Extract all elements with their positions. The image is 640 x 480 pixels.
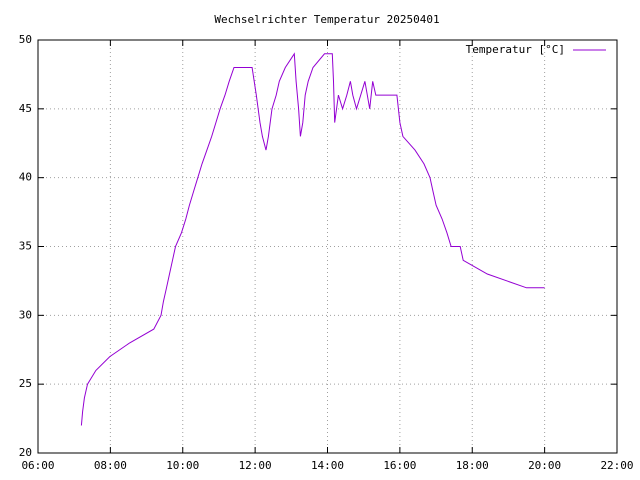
x-tick-label: 10:00 (166, 459, 199, 472)
y-tick-label: 35 (19, 240, 32, 253)
x-tick-label: 16:00 (383, 459, 416, 472)
y-tick-label: 20 (19, 446, 32, 459)
y-tick-label: 30 (19, 308, 32, 321)
data-line (80, 52, 545, 426)
x-tick-label: 20:00 (528, 459, 561, 472)
x-tick-label: 06:00 (21, 459, 54, 472)
x-tick-label: 12:00 (239, 459, 272, 472)
y-tick-label: 50 (19, 33, 32, 46)
x-tick-label: 22:00 (600, 459, 633, 472)
y-tick-label: 25 (19, 377, 32, 390)
y-tick-label: 45 (19, 102, 32, 115)
x-tick-label: 18:00 (456, 459, 489, 472)
plot-frame (37, 39, 618, 454)
x-tick-label: 08:00 (94, 459, 127, 472)
x-tick-label: 14:00 (311, 459, 344, 472)
chart-title: Wechselrichter Temperatur 20250401 (214, 13, 439, 26)
y-tick-label: 40 (19, 171, 32, 184)
legend-label: Temperatur [°C] (466, 43, 565, 56)
